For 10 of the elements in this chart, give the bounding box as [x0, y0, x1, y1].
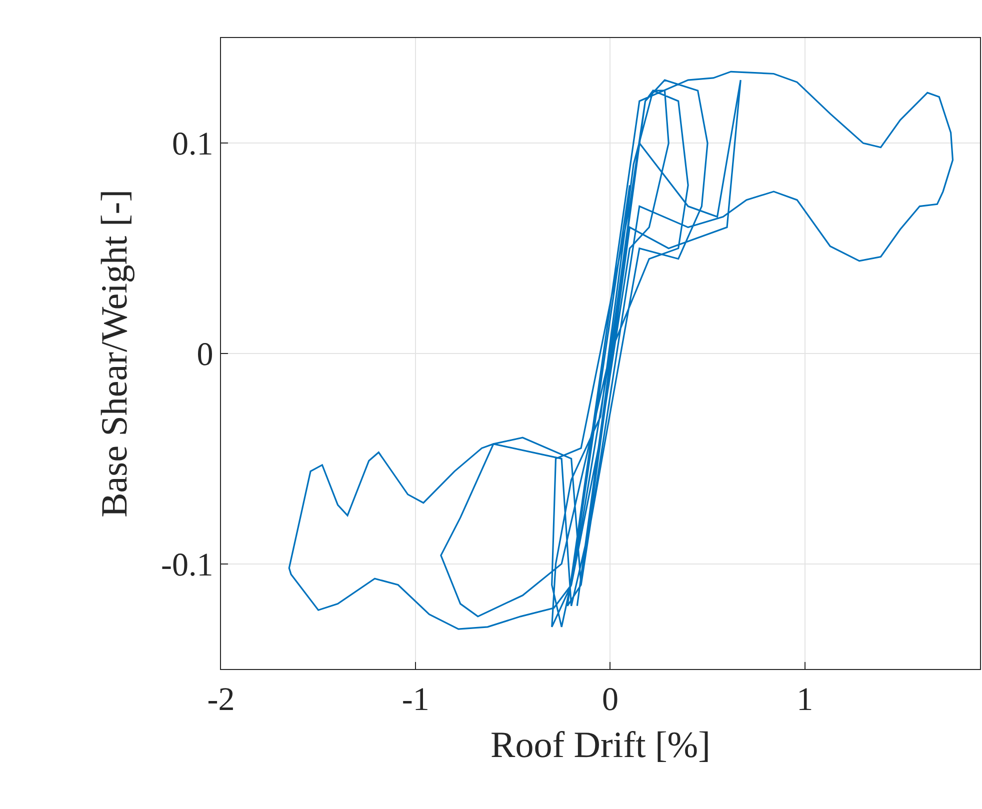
x-tick-label: -2 — [207, 682, 235, 718]
x-tick-label: 1 — [796, 682, 814, 718]
y-axis-title: Base Shear/Weight [-] — [94, 190, 136, 518]
y-tick-label: -0.1 — [161, 547, 214, 584]
y-tick-label: 0 — [196, 337, 214, 374]
line-series — [288, 70, 954, 630]
y-tick-label: 0.1 — [172, 126, 214, 163]
x-tick-label: -1 — [402, 682, 430, 718]
x-axis-title: Roof Drift [%] — [490, 725, 710, 766]
x-tick-label: 0 — [602, 682, 618, 718]
